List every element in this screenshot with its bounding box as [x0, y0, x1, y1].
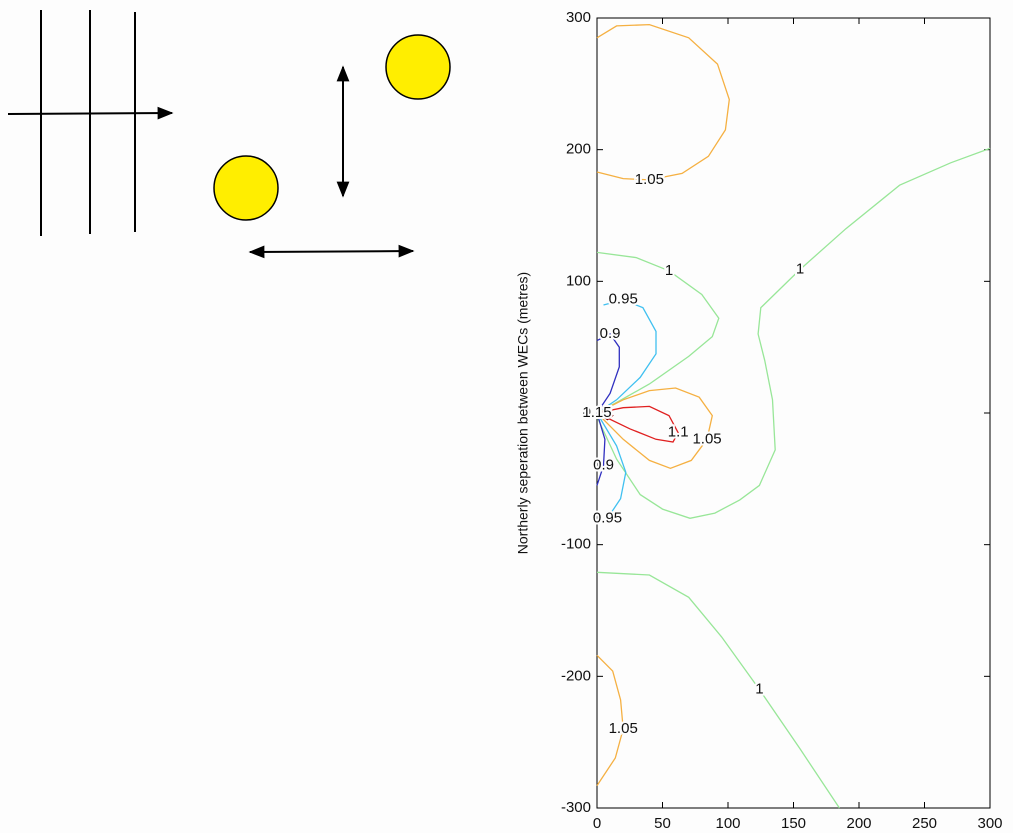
- x-tick-label: 250: [912, 815, 937, 832]
- y-tick-label: 300: [566, 9, 591, 26]
- y-tick-label: 200: [566, 141, 591, 158]
- contour-label: 1.05: [692, 430, 721, 447]
- y-tick-label: -100: [561, 536, 591, 553]
- x-tick-label: 0: [593, 815, 601, 832]
- contour-line: [597, 572, 839, 808]
- east-separation-arrow: [250, 251, 413, 252]
- y-tick-label: 100: [566, 272, 591, 289]
- contour-label: 0.9: [600, 325, 621, 342]
- wec-device: [386, 35, 450, 99]
- wec-device: [214, 156, 278, 220]
- contour-label: 1: [665, 262, 673, 279]
- contour-line: [597, 300, 656, 413]
- contour-label: 0.95: [593, 509, 622, 526]
- contour-label: 1: [796, 260, 804, 277]
- y-axis-label: Northerly seperation between WECs (metre…: [515, 272, 531, 554]
- contour-label: 1.1: [668, 424, 689, 441]
- x-tick-label: 300: [977, 815, 1002, 832]
- plot-frame: [597, 18, 990, 808]
- x-tick-label: 100: [715, 815, 740, 832]
- contour-label: 1: [755, 680, 763, 697]
- x-tick-label: 200: [846, 815, 871, 832]
- contour-label: 0.9: [593, 457, 614, 474]
- y-tick-label: -200: [561, 667, 591, 684]
- contour-label: 1.15: [582, 404, 611, 421]
- wave-diagram: [8, 10, 450, 252]
- figure: Northerly seperation between WECs (metre…: [0, 0, 1013, 833]
- y-tick-label: -300: [561, 799, 591, 816]
- contour-line: [597, 25, 729, 180]
- contour-label: 1.05: [609, 720, 638, 737]
- contour-label: 0.95: [609, 291, 638, 308]
- x-tick-label: 150: [781, 815, 806, 832]
- contour-label: 1.05: [635, 171, 664, 188]
- wave-direction-arrow: [8, 113, 172, 114]
- contour-line: [597, 334, 619, 413]
- contour-line: [597, 388, 712, 468]
- x-tick-label: 50: [654, 815, 671, 832]
